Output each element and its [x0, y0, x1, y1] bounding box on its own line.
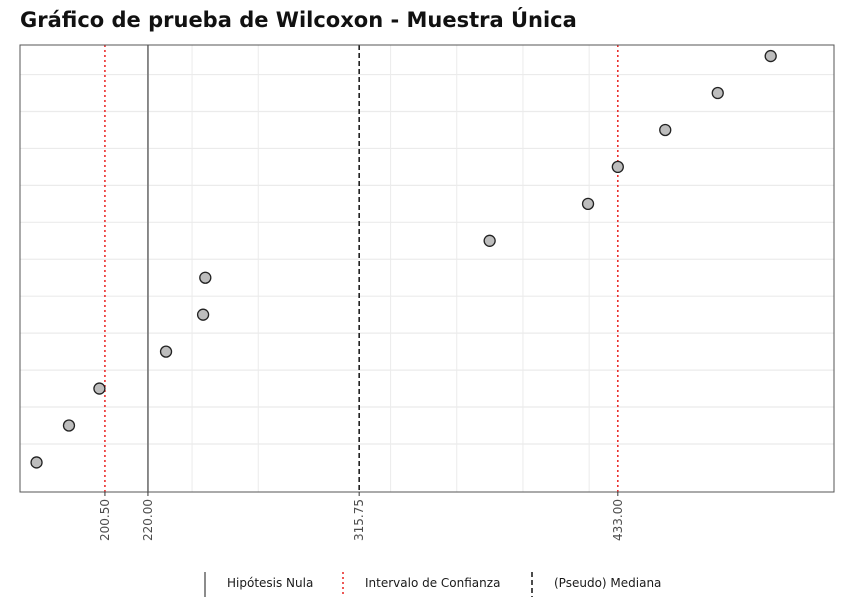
data-point [764, 49, 777, 63]
data-point [483, 234, 496, 247]
chart-title: Gráfico de prueba de Wilcoxon - Muestra … [20, 8, 577, 32]
data-point [611, 160, 624, 174]
panel-border [19, 44, 835, 493]
legend-label: Intervalo de Confianza [365, 576, 500, 590]
data-points [30, 49, 777, 469]
data-point [711, 86, 724, 100]
legend-label: Hipótesis Nula [227, 576, 313, 590]
data-point [196, 308, 210, 321]
data-point [199, 271, 212, 284]
x-tick-label: 200.50 [98, 499, 112, 541]
legend-item: Intervalo de Confianza [342, 572, 500, 597]
data-point [659, 123, 672, 137]
reference-lines [104, 45, 619, 492]
x-tick-label: 433.00 [611, 499, 625, 541]
x-tick-label: 220.00 [141, 499, 155, 541]
x-tick-label: 315.75 [352, 499, 366, 541]
x-axis: 200.50 220.00 315.75 433.00 [98, 492, 625, 541]
legend-item: (Pseudo) Mediana [531, 572, 661, 597]
grid-lines [20, 45, 834, 492]
legend-label: (Pseudo) Mediana [554, 576, 661, 590]
data-point [581, 197, 595, 211]
legend: Hipótesis Nula Intervalo de Confianza (Pse… [204, 572, 661, 597]
data-point [159, 345, 173, 358]
data-point [62, 419, 76, 432]
data-point [30, 456, 43, 469]
legend-item: Hipótesis Nula [204, 572, 313, 597]
data-point [93, 382, 106, 395]
